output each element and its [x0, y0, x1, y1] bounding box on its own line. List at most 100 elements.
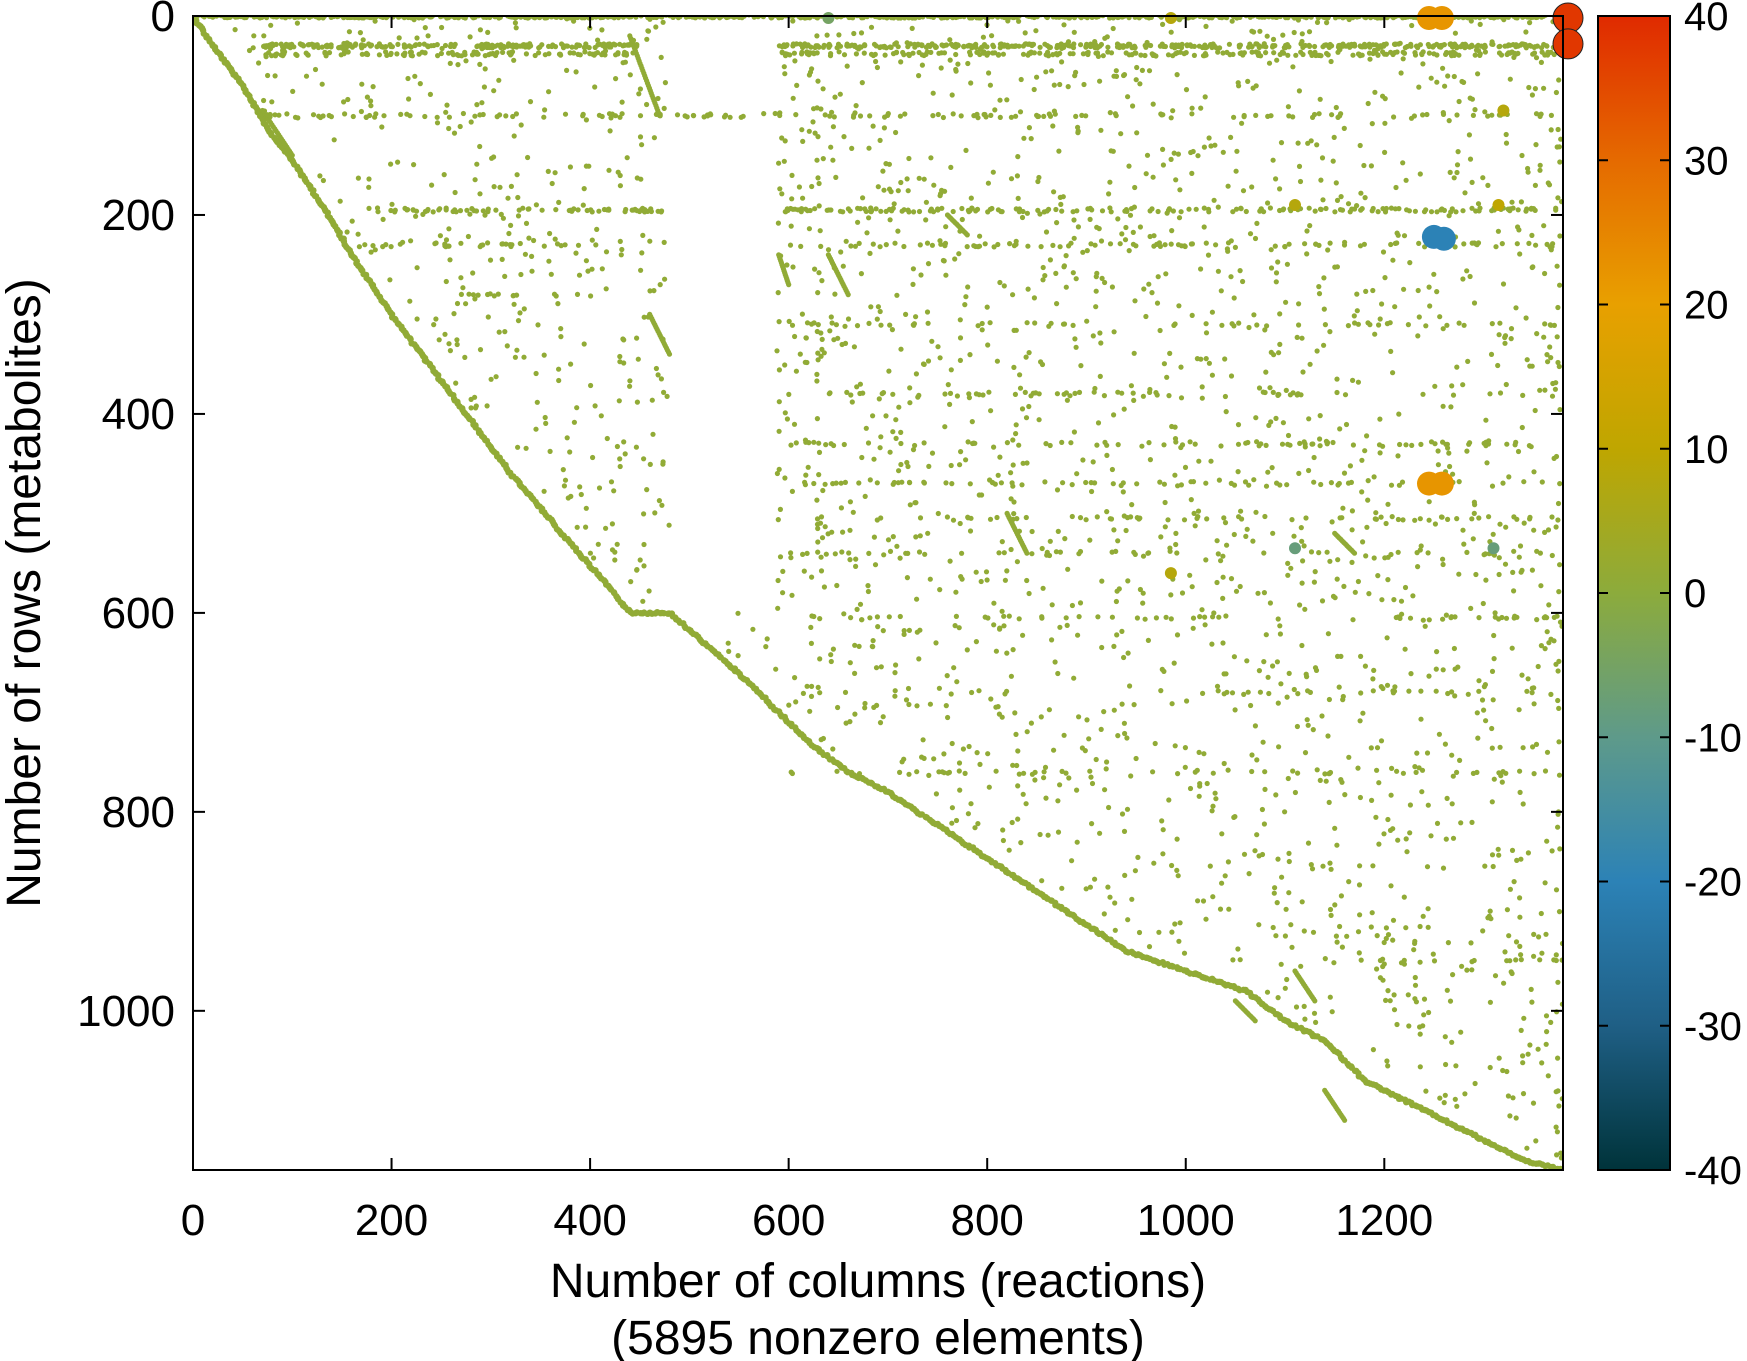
data-point	[1320, 44, 1326, 50]
data-point	[1040, 585, 1046, 591]
data-point	[613, 76, 619, 82]
data-point	[1286, 890, 1292, 896]
data-point	[1105, 884, 1111, 890]
data-point	[1011, 364, 1017, 370]
data-point	[1063, 390, 1069, 396]
data-point	[1025, 286, 1031, 292]
data-point	[518, 271, 524, 278]
data-point	[1332, 825, 1338, 831]
data-point	[1172, 436, 1179, 442]
data-point	[1169, 44, 1175, 50]
data-point	[1073, 344, 1079, 350]
data-point	[855, 219, 861, 225]
data-point	[1112, 111, 1118, 117]
data-point	[370, 84, 376, 90]
data-point	[342, 111, 348, 117]
data-point	[1100, 53, 1106, 59]
data-point	[1395, 549, 1401, 555]
data-point	[505, 195, 511, 201]
data-point	[1345, 323, 1351, 329]
data-point	[622, 49, 628, 55]
data-point	[993, 768, 999, 774]
data-point	[1039, 615, 1045, 621]
data-point	[986, 784, 992, 790]
data-point	[468, 119, 474, 125]
data-point	[1481, 552, 1487, 558]
data-point	[1301, 439, 1307, 445]
data-point	[1314, 142, 1320, 148]
data-point	[1302, 1016, 1308, 1022]
data-point	[1461, 241, 1467, 247]
data-point	[924, 240, 931, 246]
data-point	[1170, 108, 1176, 114]
data-point	[1179, 41, 1185, 47]
data-point	[1367, 322, 1373, 328]
data-point	[606, 167, 612, 173]
data-point	[800, 138, 806, 144]
data-point	[1514, 241, 1520, 247]
data-point	[1161, 481, 1167, 487]
data-point	[910, 266, 917, 272]
data-point	[1541, 615, 1547, 621]
data-point	[870, 123, 876, 129]
data-point	[547, 448, 553, 454]
data-point	[1001, 613, 1007, 619]
data-point	[1329, 112, 1335, 118]
data-point	[1357, 912, 1363, 918]
data-point	[1513, 957, 1519, 963]
data-point	[1129, 502, 1135, 508]
data-point	[1317, 96, 1323, 102]
data-point	[401, 52, 407, 59]
data-point	[1385, 816, 1391, 823]
data-point	[1411, 947, 1417, 953]
data-point	[1110, 481, 1116, 487]
data-point	[596, 208, 602, 214]
data-point	[437, 206, 443, 212]
data-point	[1189, 312, 1195, 318]
data-point	[894, 292, 900, 298]
data-point	[1273, 270, 1280, 276]
data-point	[1383, 205, 1389, 212]
data-point	[1549, 848, 1555, 854]
data-point	[1146, 68, 1153, 74]
data-point	[1472, 52, 1478, 58]
data-point	[1502, 561, 1509, 567]
data-point	[1022, 389, 1028, 395]
data-point	[811, 320, 817, 326]
data-point	[400, 239, 406, 245]
data-point	[588, 207, 594, 213]
data-point	[1351, 313, 1357, 319]
data-point	[1095, 614, 1101, 620]
data-point	[1476, 515, 1482, 521]
data-point	[1527, 363, 1533, 369]
data-point	[941, 751, 947, 757]
data-point	[367, 43, 374, 49]
data-point	[1417, 959, 1423, 965]
data-point	[263, 54, 269, 60]
data-point	[508, 222, 514, 228]
data-point	[1096, 226, 1102, 232]
data-point	[965, 284, 971, 290]
data-point	[564, 435, 570, 441]
data-point	[1046, 111, 1052, 117]
data-point	[1261, 821, 1267, 827]
data-point	[1469, 42, 1475, 48]
data-point	[458, 275, 464, 281]
data-point	[1470, 770, 1476, 777]
data-point	[660, 19, 666, 25]
data-point	[1454, 169, 1460, 176]
data-point	[721, 114, 728, 120]
data-point	[376, 52, 382, 58]
data-point	[907, 502, 913, 508]
data-point	[1325, 247, 1331, 253]
data-point	[997, 97, 1003, 103]
data-point	[1552, 386, 1558, 392]
data-point	[1462, 1091, 1468, 1097]
data-point	[897, 555, 903, 561]
data-point	[497, 112, 503, 118]
data-point	[542, 414, 548, 421]
data-point	[1496, 332, 1502, 338]
data-point	[655, 372, 661, 378]
data-point	[1426, 617, 1432, 623]
data-point	[983, 114, 989, 120]
